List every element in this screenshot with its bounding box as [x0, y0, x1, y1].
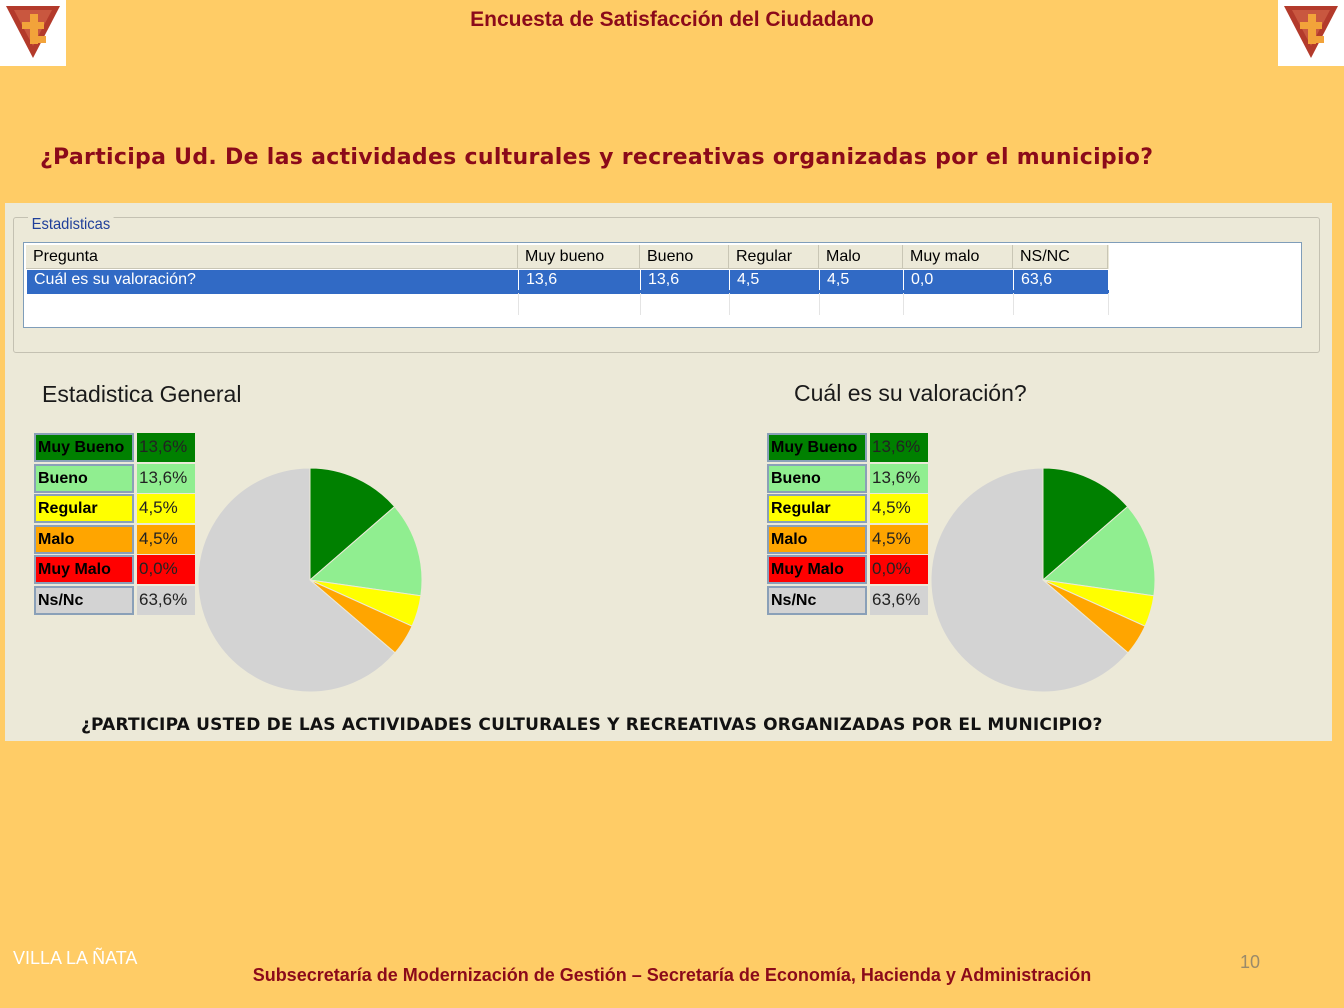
legend-value: 13,6% [870, 433, 928, 462]
legend-value: 63,6% [870, 585, 928, 615]
table-cell[interactable]: 0,0 [904, 270, 1014, 290]
table-cell[interactable] [27, 293, 519, 315]
column-header[interactable]: Bueno [640, 245, 729, 269]
legend-category: Regular [767, 494, 867, 523]
legend-value: 0,0% [870, 555, 928, 584]
pie-slice-ns-nc [931, 467, 1129, 693]
legend-row: Regular 4,5% [767, 494, 928, 525]
statistics-screenshot: Estadisticas Pregunta Muy bueno Bueno Re… [5, 203, 1332, 741]
legend-category: Muy Malo [34, 555, 134, 584]
legend-category: Malo [767, 524, 867, 554]
legend-value: 4,5% [137, 494, 195, 523]
legend-row: Ns/Nc 63,6% [34, 585, 195, 617]
table-cell[interactable] [519, 293, 641, 315]
legend-value: 13,6% [870, 463, 928, 493]
legend-row: Muy Bueno 13,6% [34, 433, 195, 464]
legend-row: Malo 4,5% [34, 524, 195, 556]
table-cell[interactable]: 63,6 [1014, 270, 1109, 290]
legend-table-valoracion: Muy Bueno 13,6% Bueno 13,6% Regular 4,5% Malo 4… [767, 433, 928, 616]
groupbox-label: Estadisticas [28, 216, 114, 234]
column-header[interactable]: Muy bueno [518, 245, 640, 269]
pie-chart-valoracion [931, 467, 1155, 693]
legend-row: Bueno 13,6% [767, 463, 928, 495]
statistics-groupbox: Estadisticas [13, 216, 1320, 353]
table-cell[interactable] [730, 293, 820, 315]
logo-t-icon [1284, 6, 1338, 58]
legend-category: Muy Malo [767, 555, 867, 584]
chart-caption: ¿PARTICIPA USTED DE LAS ACTIVIDADES CULT… [81, 715, 1103, 735]
legend-category: Muy Bueno [767, 433, 867, 462]
legend-value: 13,6% [137, 433, 195, 462]
column-header[interactable]: Malo [819, 245, 903, 269]
table-cell[interactable]: 13,6 [641, 270, 730, 290]
table-row-selected[interactable]: Cuál es su valoración? 13,6 13,6 4,5 4,5… [27, 270, 1109, 294]
legend-value: 13,6% [137, 463, 195, 493]
table-cell[interactable]: Cuál es su valoración? [27, 270, 519, 290]
legend-category: Ns/Nc [34, 585, 134, 615]
column-header[interactable]: Regular [729, 245, 819, 269]
legend-value: 4,5% [870, 494, 928, 523]
pie-slice-ns-nc [198, 467, 396, 693]
pie-slice-bueno [1041, 505, 1155, 597]
pie-chart-general [198, 467, 422, 693]
table-cell[interactable] [1014, 293, 1109, 315]
legend-row: Malo 4,5% [767, 524, 928, 556]
legend-category: Bueno [34, 463, 134, 493]
legend-category: Malo [34, 524, 134, 554]
legend-row: Bueno 13,6% [34, 463, 195, 495]
chart-title-general: Estadistica General [42, 381, 242, 407]
legend-row: Ns/Nc 63,6% [767, 585, 928, 617]
column-header[interactable]: Pregunta [26, 245, 518, 269]
municipal-logo-left [0, 0, 66, 66]
footer-subsecretaria: Subsecretaría de Modernización de Gestió… [252, 965, 1092, 985]
legend-table-general: Muy Bueno 13,6% Bueno 13,6% Regular 4,5% Malo 4… [34, 433, 195, 616]
pie-slice-muy-bueno [309, 467, 396, 582]
footer-municipality: VILLA LA ÑATA [13, 948, 138, 968]
pie-slice-muy-bueno [1042, 467, 1129, 582]
grid-header-row: Pregunta Muy bueno Bueno Regular Malo Mu… [26, 245, 1109, 269]
statistics-grid[interactable]: Pregunta Muy bueno Bueno Regular Malo Mu… [23, 242, 1302, 328]
column-header[interactable]: NS/NC [1013, 245, 1108, 269]
municipal-logo-right [1278, 0, 1344, 66]
table-cell[interactable] [820, 293, 904, 315]
column-header[interactable]: Muy malo [903, 245, 1013, 269]
legend-value: 0,0% [137, 555, 195, 584]
table-cell[interactable]: 4,5 [730, 270, 820, 290]
chart-title-valoracion: Cuál es su valoración? [794, 380, 1027, 406]
table-cell[interactable] [641, 293, 730, 315]
legend-category: Muy Bueno [34, 433, 134, 462]
legend-row: Muy Malo 0,0% [34, 555, 195, 586]
table-cell[interactable]: 13,6 [519, 270, 641, 290]
table-cell[interactable] [904, 293, 1014, 315]
legend-category: Regular [34, 494, 134, 523]
legend-row: Regular 4,5% [34, 494, 195, 525]
legend-value: 4,5% [870, 524, 928, 554]
slide-title: Encuesta de Satisfacción del Ciudadano [470, 8, 874, 31]
logo-t-icon [6, 6, 60, 58]
legend-value: 63,6% [137, 585, 195, 615]
table-row-empty[interactable] [27, 293, 1109, 315]
legend-row: Muy Bueno 13,6% [767, 433, 928, 464]
legend-category: Ns/Nc [767, 585, 867, 615]
table-cell[interactable]: 4,5 [820, 270, 904, 290]
survey-question: ¿Participa Ud. De las actividades cultur… [40, 145, 1154, 170]
legend-value: 4,5% [137, 524, 195, 554]
pie-slice-bueno [308, 505, 422, 597]
legend-row: Muy Malo 0,0% [767, 555, 928, 586]
page-number: 10 [1240, 952, 1261, 972]
legend-category: Bueno [767, 463, 867, 493]
